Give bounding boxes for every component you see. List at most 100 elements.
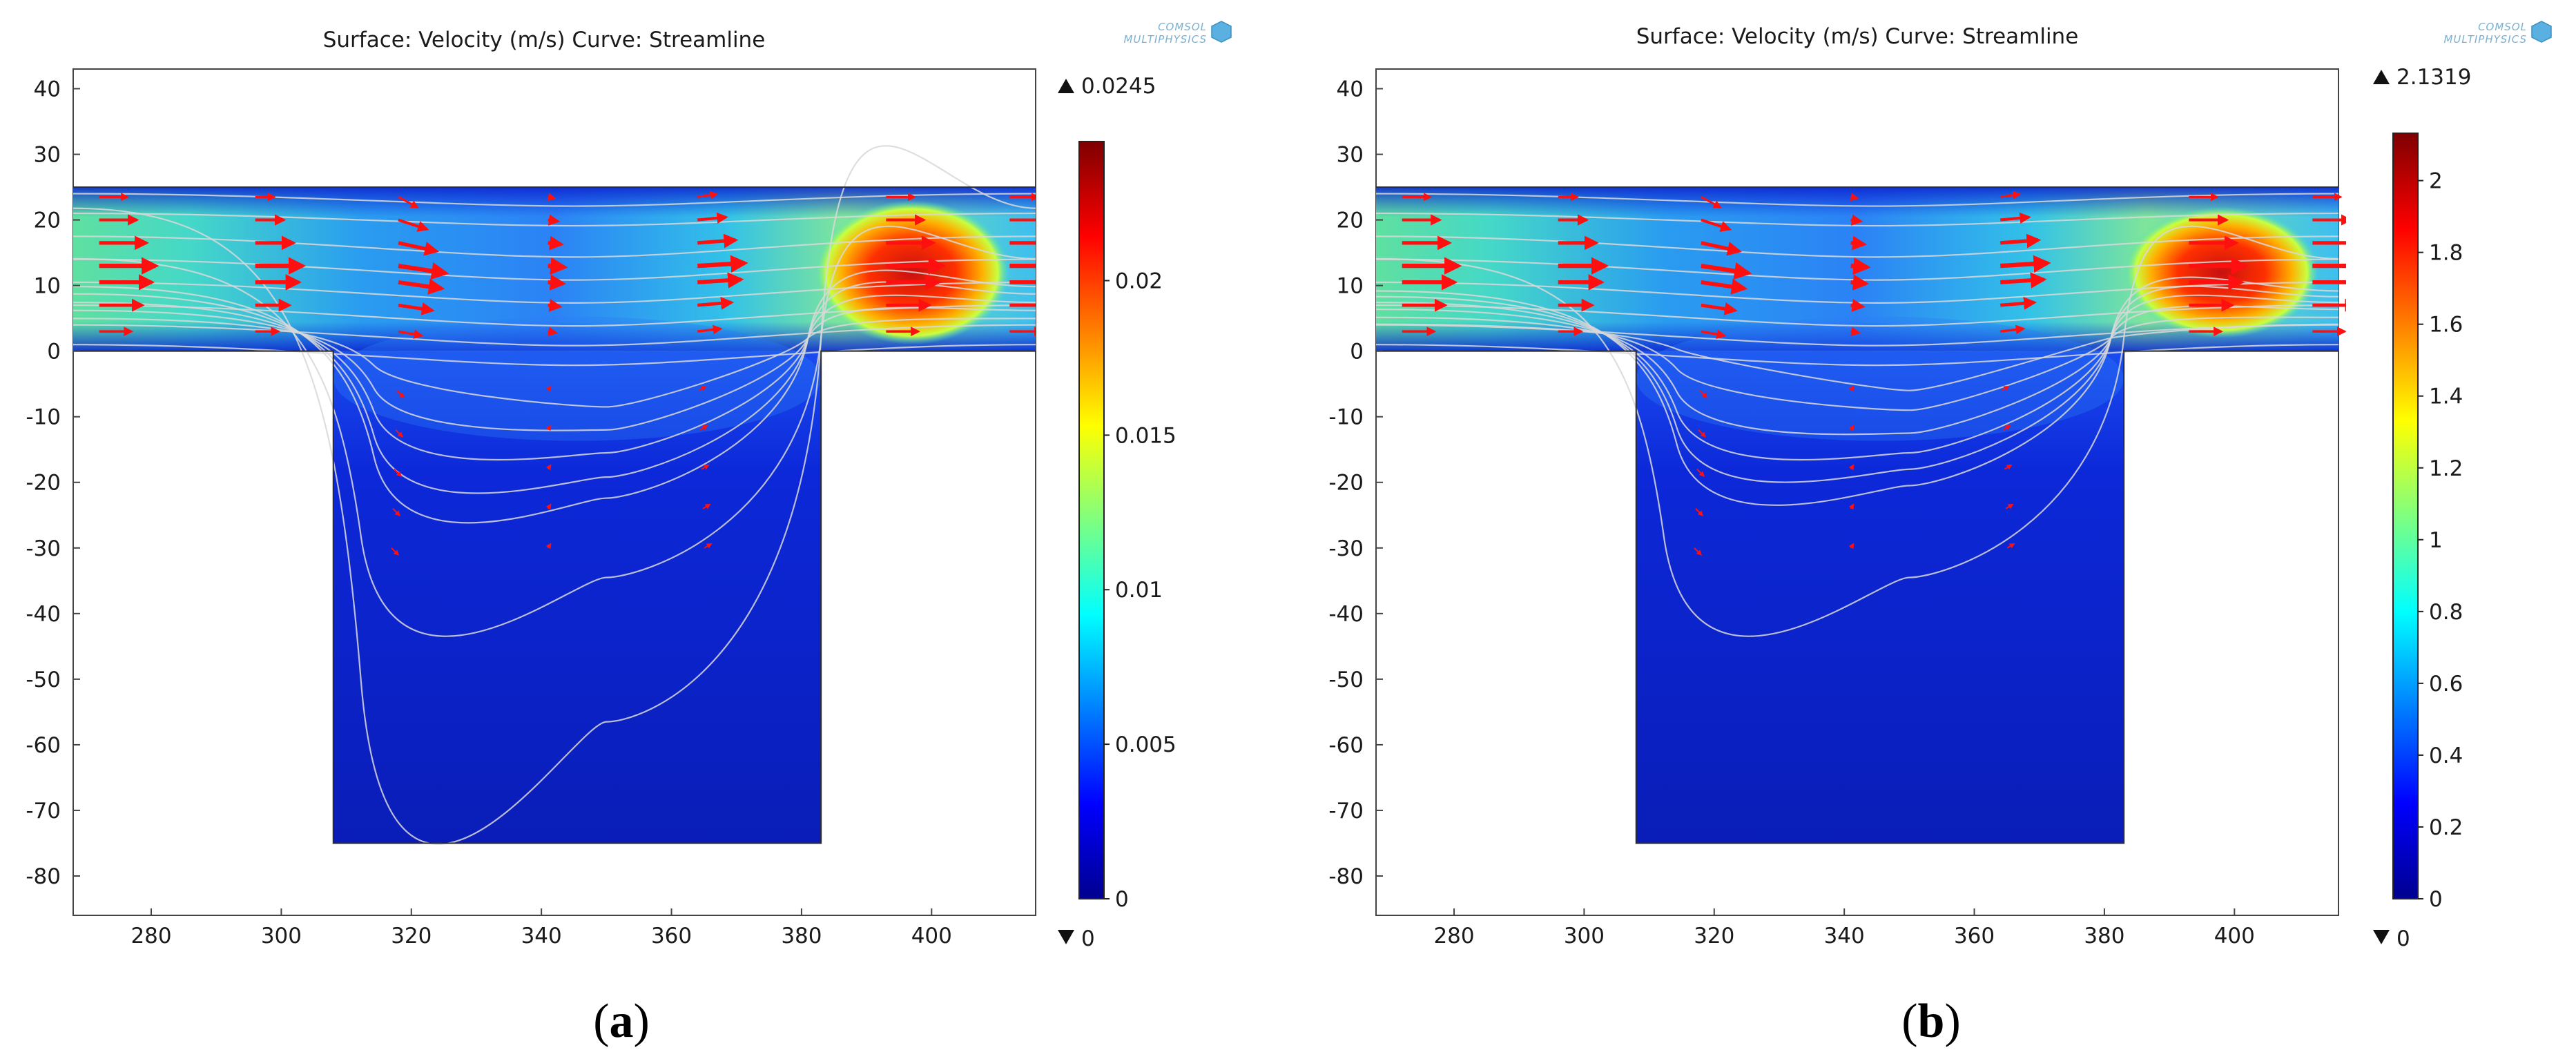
x-tick-label: 340	[521, 924, 562, 948]
velocity-arrow	[2000, 272, 2047, 289]
streamline	[1376, 281, 2339, 304]
velocity-arrow	[697, 233, 739, 249]
velocity-arrow	[1701, 302, 1738, 315]
cavity-glow	[333, 316, 822, 441]
velocity-arrow	[2000, 296, 2037, 310]
velocity-arrow	[1694, 547, 1703, 556]
velocity-arrow	[398, 302, 435, 315]
streamline	[72, 318, 1036, 408]
domain-boundary	[1376, 186, 2338, 844]
velocity-arrow	[1848, 385, 1854, 392]
y-tick-label: 10	[1337, 274, 1364, 299]
colorbar-max-b: 2.1319	[2396, 65, 2471, 90]
velocity-arrows	[99, 191, 1036, 556]
velocity-arrow	[2000, 255, 2051, 273]
velocity-arrow	[1701, 329, 1727, 340]
y-tick-label: 20	[1337, 208, 1364, 233]
velocity-arrow	[394, 469, 403, 477]
velocity-arrow	[548, 214, 561, 226]
velocity-arrow	[548, 257, 568, 275]
velocity-arrow	[1848, 464, 1854, 471]
colorbar-tick-label: 1	[2429, 528, 2443, 553]
y-tick-label: -10	[1328, 405, 1364, 430]
caption-a: (a)	[593, 995, 650, 1048]
colorbar-gradient-b	[2392, 133, 2419, 899]
colorbar-min-b: 0	[2396, 926, 2410, 951]
streamline	[72, 281, 1036, 304]
velocity-field-b	[1376, 186, 2346, 844]
colorbar-tick-label: 0.4	[2429, 743, 2463, 768]
x-tick-label: 400	[911, 924, 952, 948]
y-tick-label: -20	[26, 471, 61, 496]
streamline	[72, 225, 1036, 637]
y-tick-label: -60	[1328, 733, 1364, 758]
max-triangle-icon	[2373, 70, 2390, 84]
streamline	[72, 294, 1036, 461]
velocity-arrow	[697, 296, 735, 310]
colorbar-b: 2.1319 0 2 1.8 1.6 1.4 1.2 1 0.8 0.6 0.4 0.2 0	[2373, 65, 2471, 951]
streamline	[1376, 304, 2339, 327]
colorbar-tick-label: 0.02	[1115, 269, 1163, 293]
velocity-arrow	[548, 235, 564, 251]
velocity-arrow	[545, 464, 552, 471]
y-tick-label: -40	[1328, 602, 1364, 627]
velocity-arrow	[1699, 389, 1708, 398]
velocity-arrow	[398, 278, 445, 295]
svg-text:COMSOL: COMSOL	[1158, 21, 1207, 33]
velocity-arrow	[398, 262, 449, 280]
velocity-arrow	[2000, 324, 2026, 335]
velocity-arrow	[2000, 191, 2022, 199]
y-tick-label: -30	[1328, 536, 1364, 561]
velocity-arrow	[1848, 503, 1854, 510]
y-tick-label: -30	[26, 536, 61, 561]
x-tick-label: 280	[1433, 924, 1474, 948]
velocity-arrow	[697, 272, 744, 289]
velocity-arrow	[2006, 543, 2015, 549]
velocity-arrow	[1850, 193, 1859, 202]
y-tick-label: -80	[26, 864, 61, 889]
velocity-arrow	[1850, 235, 1867, 251]
panel-b-title: Surface: Velocity (m/s) Curve: Streamlin…	[1636, 24, 2079, 49]
streamline	[1376, 324, 2339, 347]
x-tick-label: 320	[391, 924, 432, 948]
velocity-arrow	[702, 503, 711, 509]
velocity-field-a	[72, 145, 1036, 845]
velocity-arrow	[697, 324, 723, 335]
velocity-arrow	[2005, 503, 2014, 509]
velocity-arrow	[395, 429, 404, 438]
x-tick-label: 280	[130, 924, 171, 948]
cavity-region	[333, 351, 822, 844]
colorbar-tick-label: 0.01	[1115, 578, 1163, 603]
cube-icon	[1211, 21, 1232, 43]
streamline	[72, 306, 1036, 431]
velocity-arrow	[398, 196, 419, 208]
streamline	[1376, 285, 2339, 483]
velocity-arrow	[398, 241, 439, 256]
y-tick-label: -70	[1328, 799, 1364, 824]
y-tick-label: 30	[34, 143, 61, 168]
velocity-arrow	[391, 547, 400, 556]
max-triangle-icon	[1058, 79, 1074, 93]
x-tick-label: 340	[1824, 924, 1865, 948]
velocity-arrow	[2004, 464, 2013, 470]
velocity-arrow	[699, 425, 708, 431]
velocity-arrow	[545, 503, 552, 510]
velocity-arrow	[548, 327, 559, 337]
velocity-arrow	[704, 543, 713, 549]
y-tick-label: -50	[26, 668, 61, 692]
velocity-arrow	[1850, 214, 1863, 226]
streamline	[1376, 316, 2339, 411]
panel-a: Surface: Velocity (m/s) Curve: Streamlin…	[26, 21, 1232, 1048]
y-tick-label: -60	[26, 733, 61, 758]
y-tick-label: 0	[1350, 340, 1364, 364]
colorbar-max-a: 0.0245	[1081, 74, 1156, 99]
domain-boundary	[73, 186, 1036, 844]
velocity-arrow	[545, 543, 552, 549]
colorbar-tick-label: 0	[1115, 887, 1129, 912]
svg-text:MULTIPHYSICS: MULTIPHYSICS	[2443, 33, 2527, 46]
velocity-arrow	[2001, 385, 2010, 391]
streamline	[72, 304, 1036, 327]
velocity-arrow	[697, 212, 728, 224]
streamline	[72, 212, 1036, 227]
cavity-glow	[1636, 316, 2124, 441]
